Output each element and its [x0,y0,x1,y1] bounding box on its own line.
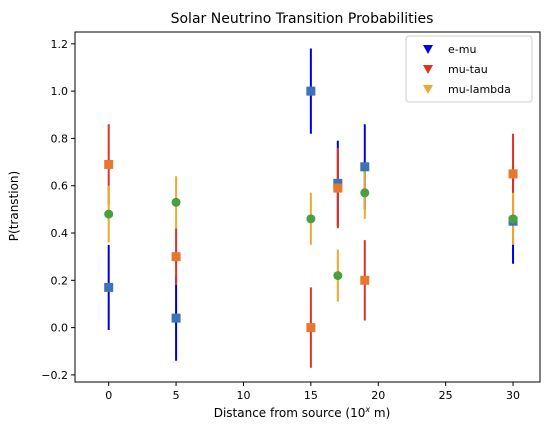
x-tick-label: 30 [506,389,520,402]
legend-marker-icon [423,65,433,74]
chart-title: Solar Neutrino Transition Probabilities [171,11,434,27]
legend: e-mu mu-tau mu-lambda [405,35,533,103]
data-point [333,271,343,281]
data-point [360,188,370,198]
data-point [306,86,316,96]
legend-box [405,35,533,103]
data-point [104,282,114,292]
legend-label: e-mu [448,43,476,56]
legend-label: mu-tau [448,63,488,76]
data-point [171,313,181,323]
data-point [508,169,518,179]
y-tick-label: 0.6 [51,180,69,193]
y-tick-label: −0.2 [41,369,68,382]
data-point [104,209,114,219]
legend-marker-icon [423,45,433,54]
y-tick-label: 1.2 [51,38,69,51]
data-point [171,197,181,207]
y-tick-label: 0.4 [51,227,69,240]
data-point [360,162,370,172]
data-point [360,275,370,285]
y-tick-label: 0.2 [51,274,69,287]
legend-label: mu-lambda [448,83,511,96]
x-axis-label-suffix: m) [370,406,390,420]
x-axis: 0 5 10 15 20 25 30 [105,382,520,402]
series-mu-lambda [107,166,515,302]
y-axis: −0.2 0.0 0.2 0.4 0.6 0.8 1.0 1.2 [41,38,75,382]
data-point [104,159,114,169]
series-mu-tau-markers [104,159,518,333]
data-point [306,323,316,333]
x-tick-label: 15 [304,389,318,402]
series-mu-lambda-markers [104,188,518,281]
x-tick-label: 5 [173,389,180,402]
x-axis-label: Distance from source (10x m) [214,405,391,420]
x-tick-label: 0 [105,389,112,402]
x-tick-label: 20 [371,389,385,402]
data-point [333,183,343,193]
x-tick-label: 10 [236,389,250,402]
series-layer [104,48,518,368]
y-tick-label: 0.8 [51,132,69,145]
plot-frame [74,31,541,383]
data-point [306,214,316,224]
x-axis-label-prefix: Distance from source (10 [214,406,366,420]
x-axis-label-superscript: x [364,405,370,414]
data-point [333,178,343,188]
x-tick-label: 25 [439,389,453,402]
data-point [508,214,518,224]
y-axis-label: P(transtion) [7,171,21,241]
data-point [171,252,181,262]
y-tick-label: 0.0 [51,322,69,335]
legend-marker-icon [423,85,433,94]
y-tick-label: 1.0 [51,85,69,98]
